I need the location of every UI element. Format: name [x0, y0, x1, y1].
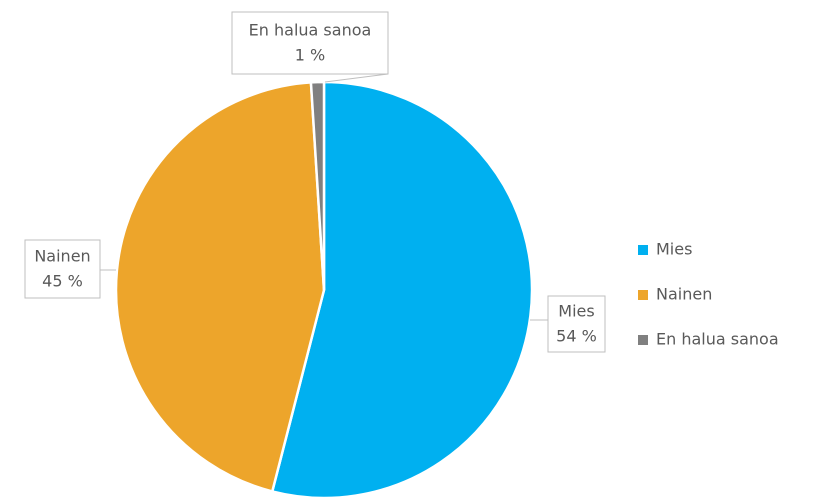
data-label-category: En halua sanoa: [249, 21, 372, 40]
data-label-box: [231, 11, 389, 75]
pie-slice: [270, 80, 534, 500]
pie-slice: [309, 80, 326, 291]
pie-slice: [114, 81, 326, 493]
legend-label: En halua sanoa: [656, 330, 779, 349]
data-label-value: 1 %: [295, 46, 325, 65]
data-label-box: [24, 239, 101, 299]
legend-swatch: [638, 335, 648, 345]
data-label-category: Nainen: [34, 247, 90, 266]
legend-label: Nainen: [656, 285, 712, 304]
legend-swatch: [638, 245, 648, 255]
data-label-box: [547, 295, 606, 353]
legend-label: Mies: [656, 240, 692, 259]
data-label-value: 45 %: [42, 272, 83, 291]
data-label-value: 54 %: [556, 327, 597, 346]
legend-swatch: [638, 290, 648, 300]
leader-line: [324, 73, 389, 83]
data-label-category: Mies: [558, 302, 594, 321]
